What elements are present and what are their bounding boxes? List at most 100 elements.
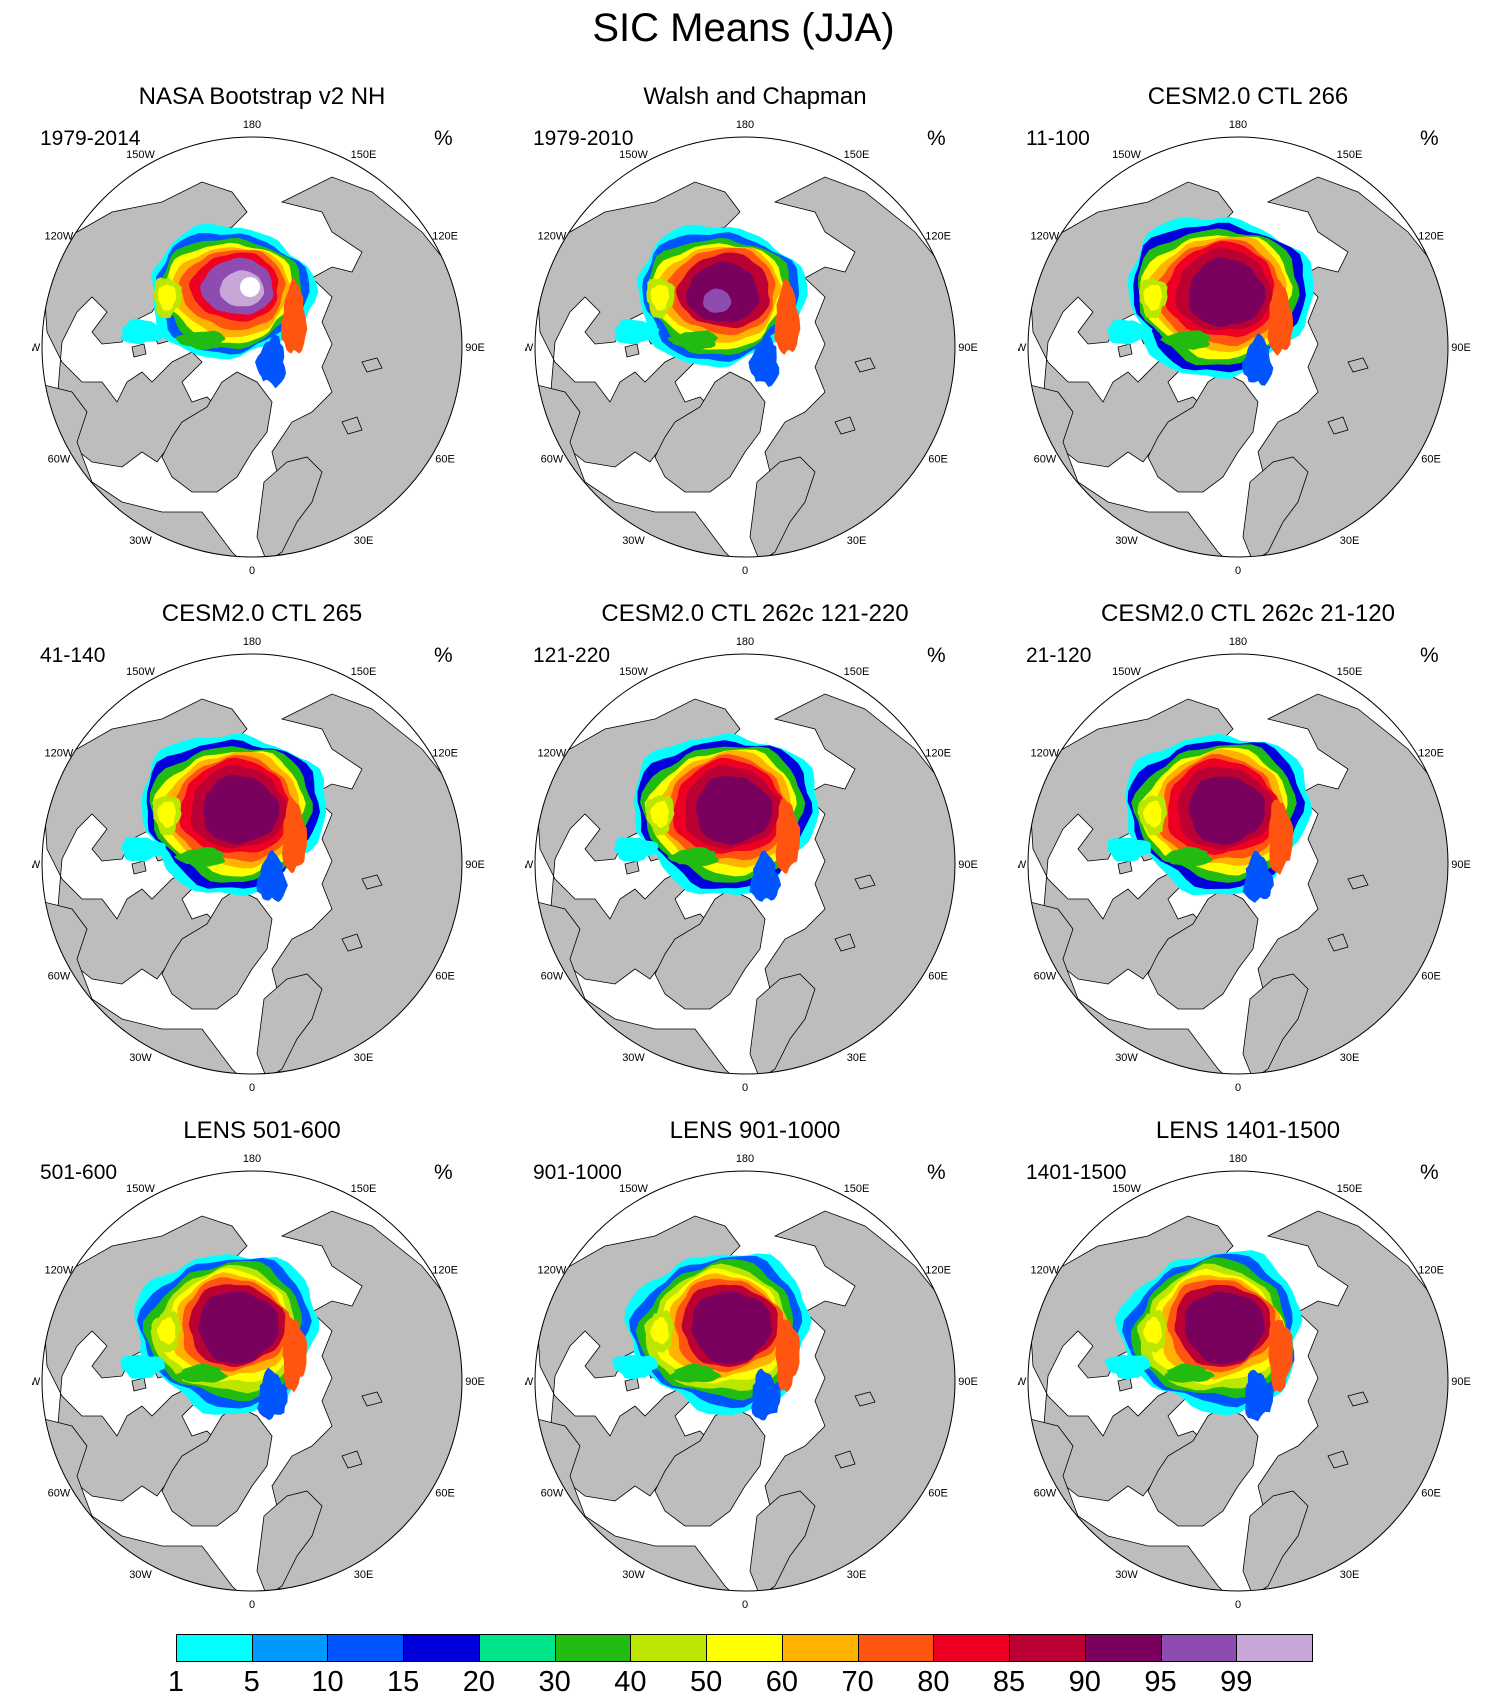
longitude-label: 90E bbox=[465, 1376, 485, 1388]
longitude-label: 120E bbox=[432, 231, 458, 243]
panel-period: 1401-1500 bbox=[1026, 1161, 1127, 1184]
colorbar-tick-label: 10 bbox=[311, 1666, 344, 1698]
longitude-label: 90W bbox=[1018, 342, 1027, 354]
longitude-label: 180 bbox=[243, 636, 261, 648]
map-boundary bbox=[534, 653, 956, 1075]
longitude-label: 30E bbox=[847, 535, 867, 547]
panel-title: NASA Bootstrap v2 NH bbox=[138, 83, 386, 110]
land-greenland bbox=[161, 371, 273, 493]
longitude-label: 90W bbox=[32, 859, 41, 871]
longitude-label: 60E bbox=[1421, 971, 1441, 983]
longitude-label: 60W bbox=[48, 971, 71, 983]
marginal-ice-patch bbox=[1143, 1316, 1163, 1344]
longitude-label: 90E bbox=[465, 342, 485, 354]
map-panel: 180 150E 120E 90E 60E 30E 0 30W 60W 90W 120W 150W LE… bbox=[1018, 1116, 1478, 1616]
longitude-label: 30E bbox=[1340, 1569, 1360, 1581]
longitude-label: 30E bbox=[1340, 1052, 1360, 1064]
colorbar-box bbox=[933, 1634, 1011, 1662]
longitude-label: 30W bbox=[622, 1569, 645, 1581]
longitude-label: 120W bbox=[45, 1265, 74, 1277]
longitude-label: 180 bbox=[736, 1153, 754, 1165]
marginal-ice-patch bbox=[281, 796, 308, 874]
polar-map: 180 150E 120E 90E 60E 30E 0 30W 60W 90W 120W 150W bbox=[525, 1153, 978, 1611]
panel-unit: % bbox=[434, 1161, 453, 1184]
map-boundary bbox=[1027, 1170, 1449, 1592]
longitude-label: 150W bbox=[126, 1183, 155, 1195]
colorbar-box bbox=[176, 1634, 253, 1662]
marginal-ice-patch bbox=[1107, 319, 1153, 345]
land-scandinavia bbox=[749, 973, 816, 1074]
colorbar-tick-label: 60 bbox=[765, 1666, 798, 1698]
longitude-label: 150E bbox=[351, 1183, 377, 1195]
longitude-label: 30E bbox=[354, 1052, 374, 1064]
longitude-label: 120E bbox=[432, 748, 458, 760]
map-boundary bbox=[1027, 136, 1449, 558]
marginal-ice-patch bbox=[156, 1317, 176, 1345]
longitude-label: 150W bbox=[619, 1183, 648, 1195]
marginal-ice-patch bbox=[751, 1368, 781, 1421]
longitude-label: 90W bbox=[525, 1376, 534, 1388]
longitude-label: 90W bbox=[32, 1376, 41, 1388]
longitude-label: 30E bbox=[847, 1052, 867, 1064]
longitude-label: 90E bbox=[465, 859, 485, 871]
marginal-ice-patch bbox=[1245, 1369, 1275, 1422]
land-greenland bbox=[1147, 888, 1259, 1010]
panel-period: 501-600 bbox=[40, 1161, 118, 1184]
colorbar-box bbox=[706, 1634, 783, 1662]
colorbar-tick-label: 70 bbox=[841, 1666, 874, 1698]
panel-unit: % bbox=[927, 1161, 946, 1184]
sea-ice-layer bbox=[695, 775, 773, 845]
land-scandinavia bbox=[256, 973, 323, 1074]
colorbar-tick-label: 90 bbox=[1068, 1666, 1101, 1698]
colorbar-box bbox=[1009, 1634, 1086, 1662]
polar-map: 180 150E 120E 90E 60E 30E 0 30W 60W 90W 120W 150W bbox=[32, 119, 485, 577]
land-greenland bbox=[654, 371, 766, 493]
marginal-ice-patch bbox=[667, 847, 719, 867]
longitude-label: 0 bbox=[1235, 565, 1241, 577]
panel-title: CESM2.0 CTL 265 bbox=[161, 600, 363, 627]
longitude-label: 150E bbox=[844, 149, 870, 161]
longitude-label: 120E bbox=[925, 231, 951, 243]
longitude-label: 60E bbox=[928, 1488, 948, 1500]
panel-unit: % bbox=[1420, 127, 1439, 150]
longitude-label: 30W bbox=[622, 535, 645, 547]
marginal-ice-patch bbox=[775, 797, 801, 874]
longitude-label: 60E bbox=[928, 454, 948, 466]
panel-title: CESM2.0 CTL 266 bbox=[1147, 83, 1349, 110]
colorbar-tick-label: 95 bbox=[1144, 1666, 1177, 1698]
longitude-label: 60W bbox=[1034, 1488, 1057, 1500]
longitude-label: 120W bbox=[45, 748, 74, 760]
marginal-ice-patch bbox=[1242, 850, 1274, 903]
land-greenland bbox=[161, 888, 273, 1010]
longitude-label: 180 bbox=[243, 1153, 261, 1165]
map-boundary bbox=[41, 136, 463, 558]
marginal-ice-patch bbox=[612, 1354, 659, 1380]
panel-unit: % bbox=[1420, 1161, 1439, 1184]
marginal-ice-patch bbox=[650, 800, 669, 828]
panel-title: CESM2.0 CTL 262c 21-120 bbox=[1101, 600, 1395, 627]
map-panel: 180 150E 120E 90E 60E 30E 0 30W 60W 90W 120W 150W Wa… bbox=[525, 82, 985, 582]
longitude-label: 120E bbox=[1418, 748, 1444, 760]
panel-unit: % bbox=[434, 127, 453, 150]
marginal-ice-patch bbox=[1160, 330, 1211, 350]
longitude-label: 90W bbox=[525, 859, 534, 871]
marginal-ice-patch bbox=[748, 334, 780, 387]
marginal-ice-patch bbox=[669, 1363, 722, 1383]
longitude-label: 30W bbox=[1115, 535, 1138, 547]
map-panel: 180 150E 120E 90E 60E 30E 0 30W 60W 90W 120W 150W CE… bbox=[525, 599, 985, 1099]
longitude-label: 120W bbox=[538, 748, 567, 760]
marginal-ice-patch bbox=[649, 1317, 669, 1345]
longitude-label: 120E bbox=[432, 1265, 458, 1277]
longitude-label: 150E bbox=[844, 666, 870, 678]
sea-ice-layer bbox=[203, 774, 280, 845]
marginal-ice-patch bbox=[614, 319, 660, 345]
land-scandinavia bbox=[749, 456, 816, 557]
marginal-ice-patch bbox=[775, 1319, 800, 1393]
longitude-label: 90E bbox=[958, 859, 978, 871]
longitude-label: 0 bbox=[742, 565, 748, 577]
sea-ice-layer bbox=[691, 1291, 772, 1364]
longitude-label: 120W bbox=[1031, 231, 1060, 243]
marginal-ice-patch bbox=[613, 837, 659, 862]
panel-period: 1979-2010 bbox=[533, 127, 634, 150]
marginal-ice-patch bbox=[667, 330, 719, 350]
